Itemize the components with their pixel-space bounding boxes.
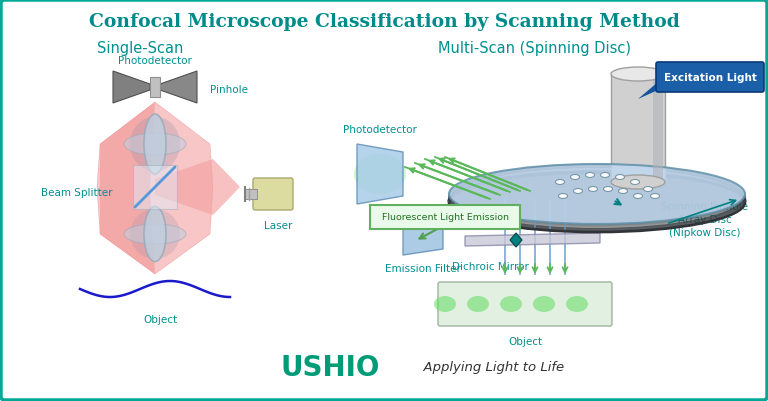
Text: Excitation Light: Excitation Light xyxy=(664,73,756,83)
Ellipse shape xyxy=(130,117,180,172)
Text: Dichroic Mirror: Dichroic Mirror xyxy=(452,261,528,271)
Polygon shape xyxy=(133,166,177,209)
Ellipse shape xyxy=(604,187,613,192)
Text: Single-Scan: Single-Scan xyxy=(97,41,184,55)
Text: Object: Object xyxy=(143,314,177,324)
Ellipse shape xyxy=(130,209,180,259)
Polygon shape xyxy=(97,103,213,274)
Polygon shape xyxy=(465,233,600,246)
Ellipse shape xyxy=(533,296,555,312)
Bar xyxy=(245,190,257,200)
Text: Object: Object xyxy=(508,336,542,346)
Ellipse shape xyxy=(449,166,745,225)
Ellipse shape xyxy=(449,164,745,225)
Text: Applying Light to Life: Applying Light to Life xyxy=(415,360,564,374)
Ellipse shape xyxy=(449,166,745,227)
Polygon shape xyxy=(160,72,197,104)
Ellipse shape xyxy=(634,194,643,199)
Text: Laser: Laser xyxy=(264,221,292,231)
Ellipse shape xyxy=(434,296,456,312)
Ellipse shape xyxy=(449,172,745,233)
Ellipse shape xyxy=(585,173,594,178)
Ellipse shape xyxy=(601,173,610,178)
Bar xyxy=(150,78,160,98)
Polygon shape xyxy=(357,145,403,205)
Polygon shape xyxy=(113,72,150,104)
Ellipse shape xyxy=(124,134,186,156)
Ellipse shape xyxy=(449,168,745,229)
Ellipse shape xyxy=(449,170,745,229)
Ellipse shape xyxy=(144,115,166,174)
FancyBboxPatch shape xyxy=(656,63,764,93)
Ellipse shape xyxy=(566,296,588,312)
Bar xyxy=(611,75,665,182)
Text: Spinning Pinhole
Array Disc
(Nipkow Disc): Spinning Pinhole Array Disc (Nipkow Disc… xyxy=(661,201,748,238)
Ellipse shape xyxy=(449,168,745,227)
Text: USHIO: USHIO xyxy=(280,353,379,381)
Polygon shape xyxy=(638,83,658,100)
Text: Photodetector: Photodetector xyxy=(118,56,192,66)
Ellipse shape xyxy=(124,225,186,244)
Ellipse shape xyxy=(611,176,665,190)
Ellipse shape xyxy=(555,180,564,185)
Text: Multi-Scan (Spinning Disc): Multi-Scan (Spinning Disc) xyxy=(439,41,631,55)
Ellipse shape xyxy=(615,175,624,180)
Ellipse shape xyxy=(467,296,489,312)
Ellipse shape xyxy=(588,187,598,192)
FancyBboxPatch shape xyxy=(253,178,293,211)
Ellipse shape xyxy=(618,189,627,194)
Ellipse shape xyxy=(449,170,745,231)
Ellipse shape xyxy=(631,180,640,185)
Ellipse shape xyxy=(644,187,653,192)
Text: Fluorescent Light Emission: Fluorescent Light Emission xyxy=(382,213,508,222)
Ellipse shape xyxy=(611,68,665,82)
Ellipse shape xyxy=(449,172,745,231)
Ellipse shape xyxy=(144,207,166,262)
Text: Emission Filter: Emission Filter xyxy=(385,263,461,273)
Text: Confocal Microscope Classification by Scanning Method: Confocal Microscope Classification by Sc… xyxy=(88,13,680,31)
Bar xyxy=(653,75,663,182)
FancyBboxPatch shape xyxy=(370,205,520,229)
Ellipse shape xyxy=(574,189,582,194)
Polygon shape xyxy=(403,207,443,255)
Polygon shape xyxy=(510,233,522,247)
Text: Beam Splitter: Beam Splitter xyxy=(41,188,113,198)
Polygon shape xyxy=(100,103,155,274)
Text: Photodetector: Photodetector xyxy=(343,125,417,135)
Text: Pinhole: Pinhole xyxy=(210,85,248,95)
Ellipse shape xyxy=(500,296,522,312)
Ellipse shape xyxy=(571,175,580,180)
FancyBboxPatch shape xyxy=(438,282,612,326)
Ellipse shape xyxy=(558,194,568,199)
Ellipse shape xyxy=(354,155,406,194)
Polygon shape xyxy=(155,160,240,215)
Ellipse shape xyxy=(650,194,660,199)
